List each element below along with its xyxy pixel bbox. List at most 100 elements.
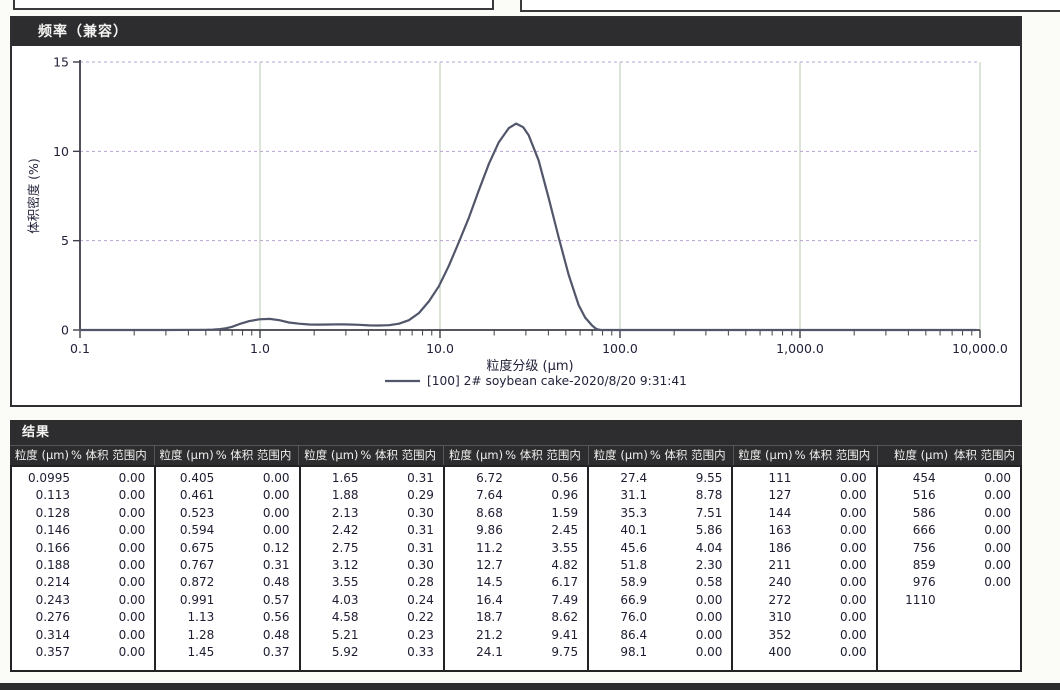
volume-pct-value: 0.00 bbox=[262, 523, 290, 538]
table-row: 2.42 0.31 bbox=[301, 522, 443, 539]
table-row: 11.2 3.55 bbox=[445, 540, 587, 557]
size-value: 186 bbox=[768, 540, 792, 555]
volume-pct-value: 0.00 bbox=[695, 610, 723, 625]
volume-pct-value: 0.00 bbox=[839, 644, 867, 659]
volume-pct-value: 0.57 bbox=[262, 592, 290, 607]
y-axis-title: 体积密度 (%) bbox=[26, 158, 41, 234]
size-column-header: 粒度 (µm) bbox=[304, 448, 359, 462]
size-value: 2.42 bbox=[331, 523, 359, 538]
volume-pct-value: 0.37 bbox=[262, 644, 290, 659]
volume-pct-value: 1.59 bbox=[551, 505, 579, 520]
volume-pct-value: 0.48 bbox=[262, 627, 290, 642]
volume-pct-value: 0.00 bbox=[839, 505, 867, 520]
size-value: 1.88 bbox=[331, 488, 359, 503]
size-value: 2.75 bbox=[331, 540, 359, 555]
table-row: 400 0.00 bbox=[733, 644, 875, 661]
size-value: 45.6 bbox=[620, 540, 648, 555]
volume-pct-value: 0.00 bbox=[839, 523, 867, 538]
size-value: 310 bbox=[768, 610, 792, 625]
size-value: 21.2 bbox=[476, 627, 503, 642]
table-row: 51.8 2.30 bbox=[589, 557, 731, 574]
size-value: 11.2 bbox=[476, 540, 503, 555]
volume-pct-value: 0.00 bbox=[839, 592, 867, 607]
table-row: 7.64 0.96 bbox=[445, 487, 587, 504]
results-table-body: 0.0995 0.00 0.113 0.00 0.128 0.00 0.146 0.00 0.1… bbox=[10, 465, 1022, 672]
x-tick-label: 1,000.0 bbox=[776, 341, 824, 356]
frequency-chart: 0 5 10 15 0.1 1.0 10.0 100.0 1,000.0 10,000.0 粒度分级… bbox=[26, 55, 1008, 389]
size-value: 0.461 bbox=[179, 488, 215, 503]
table-row: 756 0.00 bbox=[878, 540, 1020, 557]
table-row: 127 0.00 bbox=[733, 487, 875, 504]
table-row: 1.13 0.56 bbox=[156, 609, 298, 626]
results-column-group-header: 粒度 (µm)% 体积 范围内 bbox=[732, 446, 878, 465]
size-value: 5.21 bbox=[331, 627, 359, 642]
size-value: 27.4 bbox=[620, 471, 648, 485]
table-row: 98.1 0.00 bbox=[589, 644, 731, 661]
volume-pct-value: 0.00 bbox=[262, 471, 290, 485]
size-value: 211 bbox=[768, 557, 792, 572]
size-column-header: 粒度 (µm) bbox=[159, 448, 214, 462]
volume-pct-value: 0.00 bbox=[984, 540, 1011, 555]
volume-pct-value: 0.00 bbox=[839, 557, 867, 572]
table-row: 0.675 0.12 bbox=[156, 540, 298, 557]
volume-pct-value: 0.30 bbox=[407, 505, 434, 520]
size-value: 40.1 bbox=[620, 523, 648, 538]
table-row: 0.166 0.00 bbox=[12, 540, 154, 557]
volume-pct-value: 6.17 bbox=[551, 575, 579, 590]
table-row: 454 0.00 bbox=[878, 470, 1020, 487]
volume-pct-value bbox=[952, 592, 1020, 609]
table-row: 35.3 7.51 bbox=[589, 505, 731, 522]
volume-pct-value: 0.00 bbox=[839, 575, 867, 590]
legend-label: [100] 2# soybean cake-2020/8/20 9:31:41 bbox=[427, 374, 687, 388]
volume-pct-value: 0.28 bbox=[407, 575, 434, 590]
volume-pct-value: 0.00 bbox=[118, 488, 146, 503]
volume-pct-value: 0.00 bbox=[118, 557, 146, 572]
x-tick-label: 10.0 bbox=[426, 341, 454, 356]
volume-pct-value: 0.23 bbox=[407, 627, 434, 642]
table-row: 58.9 0.58 bbox=[589, 574, 731, 591]
size-value: 859 bbox=[912, 557, 936, 572]
volume-pct-value: 0.31 bbox=[407, 540, 434, 555]
volume-pct-value: 0.00 bbox=[118, 471, 146, 485]
volume-pct-value: 0.00 bbox=[839, 627, 867, 642]
table-row: 24.1 9.75 bbox=[445, 644, 587, 661]
size-value: 51.8 bbox=[620, 557, 648, 572]
volume-pct-value: 0.00 bbox=[118, 523, 146, 538]
size-value: 127 bbox=[768, 488, 792, 503]
size-value: 0.675 bbox=[179, 540, 215, 555]
results-column-group: 111 0.00 127 0.00 144 0.00 163 0.00 186 0.00 211 0.… bbox=[731, 465, 878, 672]
table-row: 12.7 4.82 bbox=[445, 557, 587, 574]
volume-pct-column-header: % 体积 范围内 bbox=[505, 448, 581, 462]
table-row: 0.146 0.00 bbox=[12, 522, 154, 539]
top-left-cropped-box bbox=[13, 0, 494, 10]
volume-pct-value: 9.55 bbox=[695, 471, 723, 485]
size-value: 1.45 bbox=[187, 644, 215, 659]
table-row: 0.767 0.31 bbox=[156, 557, 298, 574]
table-row: 1.88 0.29 bbox=[301, 487, 443, 504]
volume-pct-value: 0.30 bbox=[407, 557, 434, 572]
table-row: 666 0.00 bbox=[878, 522, 1020, 539]
table-row: 0.405 0.00 bbox=[156, 470, 298, 487]
volume-pct-value: 3.55 bbox=[551, 540, 579, 555]
volume-pct-value: 8.62 bbox=[551, 610, 579, 625]
volume-pct-value: 0.00 bbox=[262, 488, 290, 503]
frequency-curve bbox=[78, 122, 978, 332]
results-column-group-header: 粒度 (µm)% 体积 范围内 bbox=[443, 446, 588, 465]
size-value: 586 bbox=[912, 505, 936, 520]
volume-pct-value: 0.29 bbox=[407, 488, 434, 503]
size-value: 0.166 bbox=[35, 540, 70, 555]
table-row: 516 0.00 bbox=[878, 487, 1020, 504]
chart-panel-title: 频率（兼容） bbox=[12, 18, 1020, 46]
size-value: 0.113 bbox=[35, 488, 70, 503]
volume-pct-value: 7.49 bbox=[551, 592, 579, 607]
results-column-group: 454 0.00 516 0.00 586 0.00 666 0.00 756 0.00 859 0.… bbox=[875, 465, 1022, 672]
volume-pct-value: 0.00 bbox=[984, 575, 1011, 590]
table-row: 0.214 0.00 bbox=[12, 574, 154, 591]
table-row: 859 0.00 bbox=[878, 557, 1020, 574]
volume-pct-value: 9.75 bbox=[551, 644, 579, 659]
table-row: 5.92 0.33 bbox=[301, 644, 443, 661]
size-value: 6.72 bbox=[476, 471, 503, 485]
size-column-header: 粒度 (µm) bbox=[448, 448, 504, 462]
volume-pct-value: 0.00 bbox=[118, 575, 146, 590]
table-row: 0.243 0.00 bbox=[12, 592, 154, 609]
